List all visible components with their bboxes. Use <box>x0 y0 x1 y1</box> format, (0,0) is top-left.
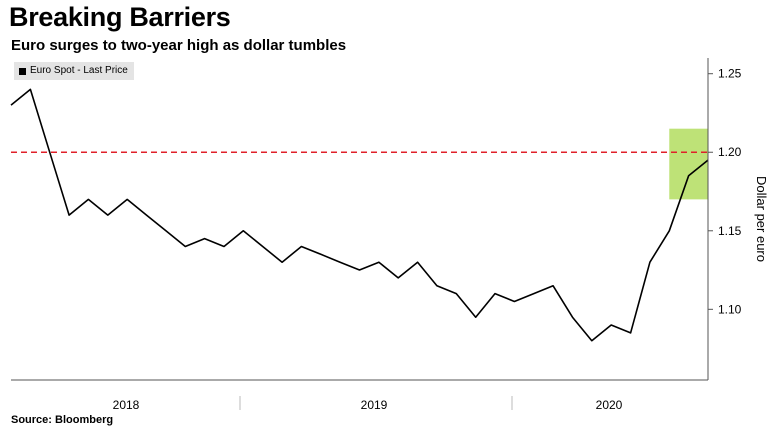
source-note: Source: Bloomberg <box>11 414 114 426</box>
y-tick-label: 1.20 <box>718 145 742 159</box>
highlight-region <box>669 128 708 200</box>
y-axis-label: Dollar per euro <box>754 176 769 262</box>
y-tick-label: 1.15 <box>718 224 742 238</box>
x-tick-label: 2018 <box>113 398 140 412</box>
x-tick-label: 2020 <box>596 398 623 412</box>
y-tick-label: 1.25 <box>718 67 742 81</box>
chart-subtitle: Euro surges to two-year high as dollar t… <box>11 37 347 54</box>
legend-label: Euro Spot - Last Price <box>30 65 128 76</box>
legend: Euro Spot - Last Price <box>14 62 134 80</box>
series-line-euro-spot <box>10 88 709 342</box>
x-tick-label: 2019 <box>361 398 388 412</box>
chart-title: Breaking Barriers <box>9 2 231 32</box>
legend-swatch-icon <box>19 67 26 75</box>
y-tick-label: 1.10 <box>718 302 742 316</box>
